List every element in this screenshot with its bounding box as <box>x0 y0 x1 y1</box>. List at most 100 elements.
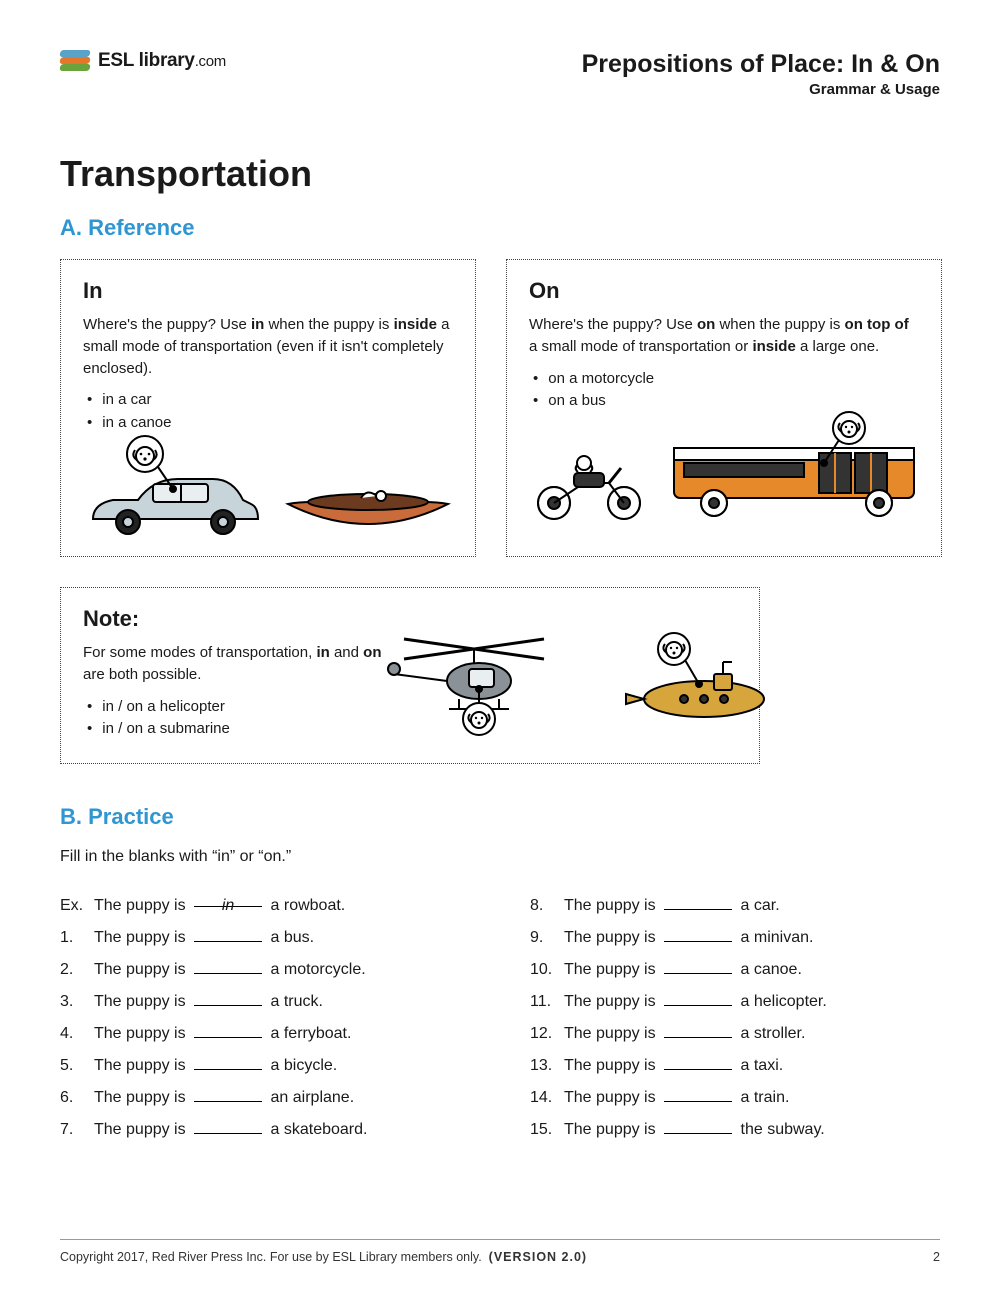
logo-icon <box>60 50 90 72</box>
q-tail: a minivan. <box>741 929 814 946</box>
practice-item: 15.The puppy is the subway. <box>530 1114 940 1146</box>
q-num: 4. <box>60 1018 94 1050</box>
on-bullets: on a motorcycle on a bus <box>529 368 919 413</box>
q-tail: a stroller. <box>741 1025 806 1042</box>
practice-item: 13.The puppy is a taxi. <box>530 1050 940 1082</box>
q-stem: The puppy is <box>94 993 186 1010</box>
page-title: Transportation <box>60 153 940 195</box>
q-num: 3. <box>60 986 94 1018</box>
car-icon <box>83 434 263 544</box>
q-stem: The puppy is <box>94 961 186 978</box>
q-tail: the subway. <box>741 1121 825 1138</box>
q-num: 12. <box>530 1018 564 1050</box>
answer-blank[interactable] <box>664 924 732 942</box>
q-stem: The puppy is <box>564 1089 656 1106</box>
q-num: 11. <box>530 986 564 1018</box>
q-tail: a truck. <box>271 993 323 1010</box>
q-tail: a rowboat. <box>271 897 346 914</box>
answer-blank[interactable] <box>194 1084 262 1102</box>
practice-col-right: 8.The puppy is a car.9.The puppy is a mi… <box>530 890 940 1146</box>
q-num: Ex. <box>60 890 94 922</box>
in-title: In <box>83 278 453 304</box>
q-stem: The puppy is <box>564 1057 656 1074</box>
copyright: Copyright 2017, Red River Press Inc. For… <box>60 1250 482 1264</box>
q-tail: a car. <box>741 897 780 914</box>
q-num: 15. <box>530 1114 564 1146</box>
note-illustration <box>384 606 784 751</box>
practice-item: 7.The puppy is a skateboard. <box>60 1114 470 1146</box>
list-item: on a bus <box>529 390 919 413</box>
answer-blank[interactable] <box>194 924 262 942</box>
list-item: on a motorcycle <box>529 368 919 391</box>
q-stem: The puppy is <box>564 993 656 1010</box>
q-num: 6. <box>60 1082 94 1114</box>
practice-item: 5.The puppy is a bicycle. <box>60 1050 470 1082</box>
q-num: 7. <box>60 1114 94 1146</box>
q-tail: an airplane. <box>271 1089 355 1106</box>
practice-item: 8.The puppy is a car. <box>530 890 940 922</box>
lesson-subtitle: Grammar & Usage <box>582 81 940 98</box>
answer-blank[interactable] <box>664 892 732 910</box>
practice-item: 10.The puppy is a canoe. <box>530 954 940 986</box>
page-header: ESL library.com Prepositions of Place: I… <box>60 50 940 98</box>
answer-blank[interactable] <box>194 956 262 974</box>
answer-blank[interactable] <box>194 988 262 1006</box>
note-bullets: in / on a helicopter in / on a submarine <box>83 696 384 741</box>
in-bullets: in a car in a canoe <box>83 389 453 434</box>
practice-item: 4.The puppy is a ferryboat. <box>60 1018 470 1050</box>
motorcycle-icon <box>529 433 649 523</box>
on-title: On <box>529 278 919 304</box>
note-row: Note: For some modes of transportation, … <box>60 587 940 764</box>
page-footer: Copyright 2017, Red River Press Inc. For… <box>60 1239 940 1264</box>
answer-blank[interactable] <box>664 1084 732 1102</box>
version: (VERSION 2.0) <box>489 1250 587 1264</box>
in-illustration <box>83 444 453 544</box>
practice-item: 12.The puppy is a stroller. <box>530 1018 940 1050</box>
answer-blank[interactable] <box>194 1116 262 1134</box>
note-text: For some modes of transportation, in and… <box>83 642 384 686</box>
note-title: Note: <box>83 606 384 632</box>
header-right: Prepositions of Place: In & On Grammar &… <box>582 50 940 98</box>
q-stem: The puppy is <box>564 897 656 914</box>
worksheet-page: ESL library.com Prepositions of Place: I… <box>0 0 1000 1294</box>
answer-blank[interactable] <box>664 1020 732 1038</box>
bus-icon <box>669 413 919 523</box>
brand-logo: ESL library.com <box>60 50 226 72</box>
practice-item: 11.The puppy is a helicopter. <box>530 986 940 1018</box>
q-num: 2. <box>60 954 94 986</box>
practice-item: 14.The puppy is a train. <box>530 1082 940 1114</box>
answer-blank[interactable] <box>664 988 732 1006</box>
q-tail: a bus. <box>271 929 315 946</box>
q-tail: a canoe. <box>741 961 802 978</box>
answer-blank[interactable] <box>194 1020 262 1038</box>
list-item: in a canoe <box>83 412 453 435</box>
practice-instruction: Fill in the blanks with “in” or “on.” <box>60 848 940 866</box>
logo-thin: .com <box>195 53 226 70</box>
practice-columns: Ex. The puppy is in a rowboat. 1.The pup… <box>60 890 940 1146</box>
q-stem: The puppy is <box>564 1121 656 1138</box>
q-tail: a ferryboat. <box>271 1025 352 1042</box>
q-stem: The puppy is <box>94 1089 186 1106</box>
q-tail: a taxi. <box>741 1057 784 1074</box>
q-tail: a train. <box>741 1089 790 1106</box>
practice-item: 2.The puppy is a motorcycle. <box>60 954 470 986</box>
answer-blank[interactable] <box>664 956 732 974</box>
reference-row: In Where's the puppy? Use in when the pu… <box>60 259 940 557</box>
list-item: in / on a helicopter <box>83 696 384 719</box>
helicopter-icon <box>384 619 574 739</box>
practice-col-left: Ex. The puppy is in a rowboat. 1.The pup… <box>60 890 470 1146</box>
logo-text: ESL library.com <box>98 50 226 72</box>
answer-blank[interactable] <box>664 1116 732 1134</box>
q-stem: The puppy is <box>564 929 656 946</box>
q-stem: The puppy is <box>94 1121 186 1138</box>
canoe-icon <box>283 474 453 544</box>
q-num: 8. <box>530 890 564 922</box>
answer-blank[interactable] <box>664 1052 732 1070</box>
answer-blank[interactable] <box>194 1052 262 1070</box>
on-text: Where's the puppy? Use on when the puppy… <box>529 314 919 358</box>
note-box: Note: For some modes of transportation, … <box>60 587 760 764</box>
submarine-icon <box>614 624 784 734</box>
lesson-title: Prepositions of Place: In & On <box>582 50 940 79</box>
q-stem: The puppy is <box>94 1025 186 1042</box>
logo-bold: ESL library <box>98 50 195 71</box>
